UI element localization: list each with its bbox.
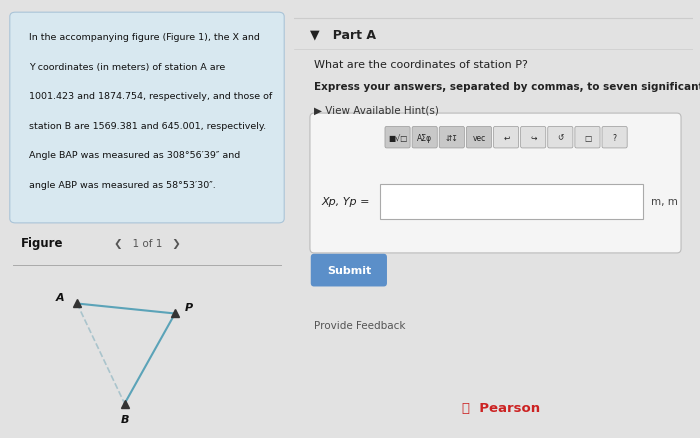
Text: Provide Feedback: Provide Feedback	[314, 320, 405, 330]
FancyBboxPatch shape	[10, 13, 284, 223]
Text: Express your answers, separated by commas, to seven significant figures.: Express your answers, separated by comma…	[314, 81, 700, 92]
Text: ↩: ↩	[503, 134, 510, 142]
FancyBboxPatch shape	[466, 127, 491, 148]
Text: ▶ View Available Hint(s): ▶ View Available Hint(s)	[314, 105, 439, 115]
Text: Angle BAP was measured as 308°56′39″ and: Angle BAP was measured as 308°56′39″ and	[29, 151, 241, 160]
FancyBboxPatch shape	[310, 114, 681, 253]
Text: ■√□: ■√□	[388, 134, 407, 142]
FancyBboxPatch shape	[494, 127, 519, 148]
Text: AΣφ: AΣφ	[417, 134, 433, 142]
Text: Ⓟ  Pearson: Ⓟ Pearson	[463, 401, 540, 414]
Text: A: A	[56, 292, 64, 302]
FancyBboxPatch shape	[575, 127, 600, 148]
Text: station B are 1569.381 and 645.001, respectively.: station B are 1569.381 and 645.001, resp…	[29, 121, 267, 131]
Text: What are the coordinates of station P?: What are the coordinates of station P?	[314, 60, 528, 70]
Text: Xp, Yp =: Xp, Yp =	[322, 197, 370, 207]
Text: ❮   1 of 1   ❯: ❮ 1 of 1 ❯	[113, 238, 181, 248]
Text: In the accompanying figure (Figure 1), the X and: In the accompanying figure (Figure 1), t…	[29, 33, 260, 42]
Text: Y coordinates (in meters) of station A are: Y coordinates (in meters) of station A a…	[29, 63, 225, 71]
Text: m, m: m, m	[651, 197, 678, 207]
FancyBboxPatch shape	[602, 127, 627, 148]
Text: P: P	[185, 302, 193, 312]
FancyBboxPatch shape	[412, 127, 438, 148]
FancyBboxPatch shape	[521, 127, 546, 148]
Text: ▼   Part A: ▼ Part A	[310, 28, 376, 41]
Text: vec: vec	[473, 134, 486, 142]
FancyBboxPatch shape	[548, 127, 573, 148]
Text: Figure: Figure	[21, 237, 64, 250]
Text: ⇵↧: ⇵↧	[446, 134, 459, 142]
Text: ?: ?	[612, 134, 617, 142]
Text: angle ABP was measured as 58°53′30″.: angle ABP was measured as 58°53′30″.	[29, 180, 216, 190]
Text: □: □	[584, 134, 592, 142]
Text: Submit: Submit	[327, 265, 371, 275]
FancyBboxPatch shape	[439, 127, 464, 148]
FancyBboxPatch shape	[380, 185, 643, 220]
Text: 1001.423 and 1874.754, respectively, and those of: 1001.423 and 1874.754, respectively, and…	[29, 92, 272, 101]
Text: ↪: ↪	[530, 134, 537, 142]
Text: B: B	[120, 413, 129, 424]
FancyBboxPatch shape	[385, 127, 410, 148]
Text: ↺: ↺	[557, 134, 564, 142]
FancyBboxPatch shape	[311, 254, 387, 287]
